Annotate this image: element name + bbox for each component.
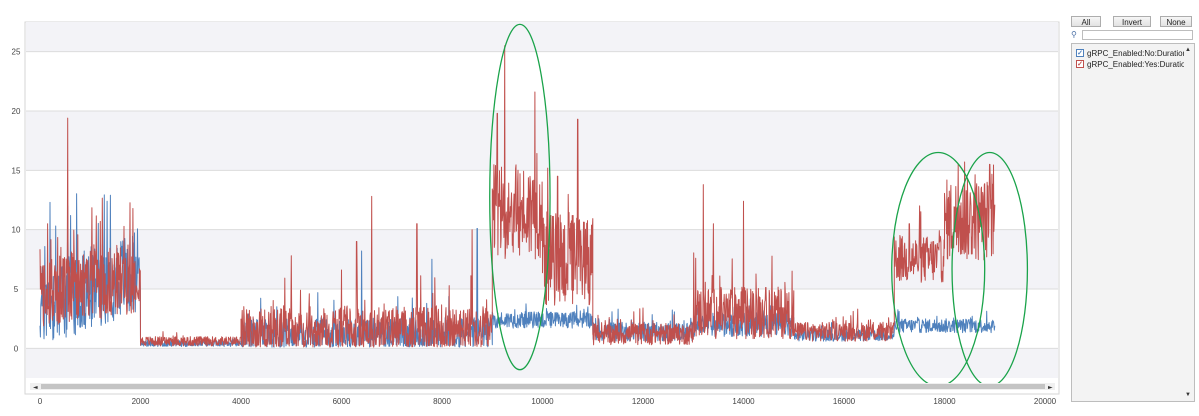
scroll-down-arrow[interactable]: ▼ xyxy=(1185,392,1191,398)
y-tick-label: 20 xyxy=(12,107,21,116)
invert-selection-button[interactable]: Invert xyxy=(1113,16,1151,27)
scroll-left-arrow[interactable]: ◄ xyxy=(33,384,38,391)
y-tick-label: 15 xyxy=(12,166,21,175)
scroll-thumb[interactable] xyxy=(41,384,1045,389)
series-filter-input[interactable] xyxy=(1082,30,1193,40)
chart: 0 5 10 15 20 25 0 2000 4000 6000 8000 10000 12000 14… xyxy=(12,21,1060,406)
scroll-right-arrow[interactable]: ► xyxy=(1048,384,1053,391)
legend-item[interactable]: ✓ gRPC_Enabled:Yes:Duration xyxy=(1076,59,1190,70)
search-row: ⚲ xyxy=(1071,30,1195,41)
x-tick-label: 4000 xyxy=(232,397,250,406)
checkbox-checked-icon[interactable]: ✓ xyxy=(1076,60,1084,68)
y-tick-label: 25 xyxy=(12,48,21,57)
vertical-scrollbar[interactable]: ▲ ▼ xyxy=(1184,46,1192,399)
legend-item[interactable]: ✓ gRPC_Enabled:No:Duration xyxy=(1076,48,1188,59)
x-tick-label: 10000 xyxy=(531,397,554,406)
scroll-up-arrow[interactable]: ▲ xyxy=(1185,47,1191,53)
grid-band xyxy=(26,22,1058,52)
x-tick-label: 20000 xyxy=(1034,397,1057,406)
x-tick-label: 2000 xyxy=(132,397,150,406)
selection-buttons: All Invert None xyxy=(1071,16,1195,28)
select-none-button[interactable]: None xyxy=(1160,16,1192,27)
y-tick-label: 0 xyxy=(14,344,19,353)
y-tick-label: 5 xyxy=(14,285,19,294)
highlight-ellipse xyxy=(489,23,551,371)
series-panel: All Invert None ⚲ ✓ gRPC_Enabled:No:Dura… xyxy=(1066,0,1199,416)
x-tick-label: 14000 xyxy=(732,397,755,406)
horizontal-scrollbar[interactable]: ◄ ► xyxy=(30,383,1055,391)
grid-band xyxy=(26,348,1058,378)
magnifier-icon: ⚲ xyxy=(1071,30,1077,39)
series-list: ✓ gRPC_Enabled:No:Duration ✓ gRPC_Enable… xyxy=(1071,43,1195,402)
x-tick-label: 0 xyxy=(38,397,43,406)
x-tick-label: 6000 xyxy=(333,397,351,406)
grid-band xyxy=(26,111,1058,171)
checkbox-checked-icon[interactable]: ✓ xyxy=(1076,49,1084,57)
x-tick-label: 16000 xyxy=(833,397,856,406)
legend-label: gRPC_Enabled:No:Duration xyxy=(1087,49,1188,58)
select-all-button[interactable]: All xyxy=(1071,16,1101,27)
series-line-grpc-yes xyxy=(39,45,996,348)
y-tick-label: 10 xyxy=(12,226,21,235)
x-tick-label: 12000 xyxy=(632,397,655,406)
x-tick-label: 8000 xyxy=(433,397,451,406)
x-tick-label: 18000 xyxy=(933,397,956,406)
legend-label: gRPC_Enabled:Yes:Duration xyxy=(1087,60,1190,69)
